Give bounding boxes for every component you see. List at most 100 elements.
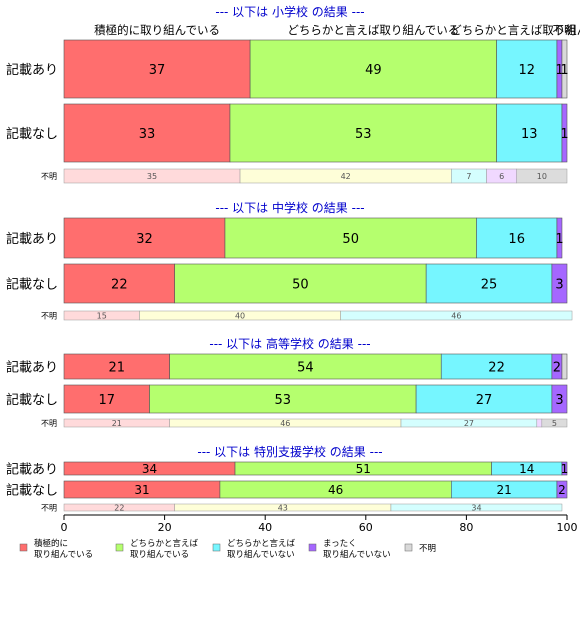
bar-value-label: 16 xyxy=(508,232,525,247)
legend-label: 取り組んでいない xyxy=(227,549,295,560)
bar-segment xyxy=(174,263,427,304)
row-label: 記載なし xyxy=(6,277,58,293)
bar-value-label: 31 xyxy=(134,483,149,497)
bar-value-label: 1 xyxy=(555,232,563,247)
legend-label: 積極的に xyxy=(34,538,68,549)
row-label: 記載なし xyxy=(6,483,58,499)
legend-swatch xyxy=(404,543,413,552)
bar-segment xyxy=(551,384,568,414)
bar-value-label: 27 xyxy=(476,393,493,408)
legend-label: 不明 xyxy=(419,544,436,554)
unknown-bar-segment xyxy=(340,310,573,321)
category-header-label: 積極的に取り組んでいる xyxy=(94,23,220,37)
panel-title: --- 以下は 高等学校 の結果 --- xyxy=(209,336,370,351)
bar-value-label: 3 xyxy=(555,393,563,408)
unknown-value-label: 46 xyxy=(280,419,290,428)
bar-value-label: 53 xyxy=(275,393,292,408)
unknown-value-label: 7 xyxy=(466,172,471,181)
bar-value-label: 22 xyxy=(111,277,128,292)
bar-segment xyxy=(556,217,563,259)
x-tick-label: 100 xyxy=(557,521,578,534)
bar-segment xyxy=(425,263,553,304)
bar-segment xyxy=(561,461,568,476)
unknown-value-label: 34 xyxy=(471,504,481,513)
bar-value-label: 37 xyxy=(149,63,166,78)
row-label: 記載なし xyxy=(6,392,58,408)
category-header-label: 不明 xyxy=(553,23,576,37)
bar-value-label: 2 xyxy=(558,483,566,497)
bar-value-label: 46 xyxy=(328,483,343,497)
unknown-row-label: 不明 xyxy=(41,312,57,321)
legend-label: どちらかと言えば xyxy=(227,538,296,549)
bar-value-label: 3 xyxy=(555,277,563,292)
unknown-row-label: 不明 xyxy=(41,172,57,181)
bar-value-label: 12 xyxy=(518,63,535,78)
row-label: 記載あり xyxy=(6,231,58,247)
legend-label: 取り組んでいない xyxy=(323,549,391,560)
bar-value-label: 17 xyxy=(98,393,115,408)
bar-value-label: 50 xyxy=(342,232,359,247)
bar-segment xyxy=(556,480,568,499)
legend-label: まったく xyxy=(323,539,357,549)
bar-segment xyxy=(224,217,477,259)
bar-segment xyxy=(440,353,553,380)
legend-swatch xyxy=(115,543,124,552)
legend-label: 取り組んでいる xyxy=(130,549,189,560)
bar-segment xyxy=(561,353,568,380)
bar-value-label: 25 xyxy=(481,277,498,292)
legend-label: どちらかと言えば xyxy=(130,538,199,549)
bar-value-label: 1 xyxy=(561,462,569,476)
bar-value-label: 34 xyxy=(142,462,157,476)
bar-value-label: 1 xyxy=(560,63,568,78)
row-label: 記載なし xyxy=(6,126,58,142)
bar-value-label: 1 xyxy=(560,127,568,142)
bar-segment xyxy=(249,39,497,99)
row-label: 記載あり xyxy=(6,462,58,478)
bar-value-label: 53 xyxy=(355,127,372,142)
bar-value-label: 21 xyxy=(109,360,126,375)
bar-segment xyxy=(63,384,150,414)
row-label: 記載あり xyxy=(6,360,58,376)
bar-value-label: 2 xyxy=(553,360,561,375)
x-tick-label: 80 xyxy=(459,521,473,534)
unknown-bar-segment xyxy=(390,503,563,512)
bar-segment xyxy=(63,217,226,259)
unknown-bar-segment xyxy=(541,418,568,428)
bar-value-label: 51 xyxy=(356,462,371,476)
bar-segment xyxy=(149,384,417,414)
bar-value-label: 33 xyxy=(139,127,156,142)
bar-segment xyxy=(63,353,170,380)
bar-segment xyxy=(63,263,175,304)
unknown-value-label: 40 xyxy=(235,312,245,321)
bar-segment xyxy=(561,39,568,99)
panel-title: --- 以下は 小学校 の結果 --- xyxy=(215,4,364,19)
x-tick-label: 20 xyxy=(158,521,172,534)
x-tick-label: 0 xyxy=(61,521,68,534)
bar-segment xyxy=(229,103,497,163)
bar-segment xyxy=(551,263,568,304)
unknown-value-label: 42 xyxy=(341,172,351,181)
unknown-bar-segment xyxy=(516,168,568,184)
unknown-value-label: 46 xyxy=(451,312,461,321)
bar-value-label: 50 xyxy=(292,277,309,292)
bar-value-label: 32 xyxy=(136,232,153,247)
bar-segment xyxy=(169,353,442,380)
legend-label: 取り組んでいる xyxy=(34,549,93,560)
bar-segment xyxy=(561,103,568,163)
bar-value-label: 49 xyxy=(365,63,382,78)
unknown-row-label: 不明 xyxy=(41,419,57,428)
bar-segment xyxy=(415,384,553,414)
panel-title: --- 以下は 特別支援学校 の結果 --- xyxy=(197,444,382,459)
bar-value-label: 54 xyxy=(297,360,314,375)
unknown-value-label: 35 xyxy=(147,172,157,181)
legend-swatch xyxy=(212,543,221,552)
bar-value-label: 14 xyxy=(519,462,534,476)
panel-title: --- 以下は 中学校 の結果 --- xyxy=(215,200,364,215)
bar-value-label: 22 xyxy=(488,360,505,375)
unknown-bar-segment xyxy=(536,418,543,428)
unknown-value-label: 22 xyxy=(114,504,124,513)
bar-value-label: 1 xyxy=(555,63,563,78)
row-label: 記載あり xyxy=(6,62,58,78)
